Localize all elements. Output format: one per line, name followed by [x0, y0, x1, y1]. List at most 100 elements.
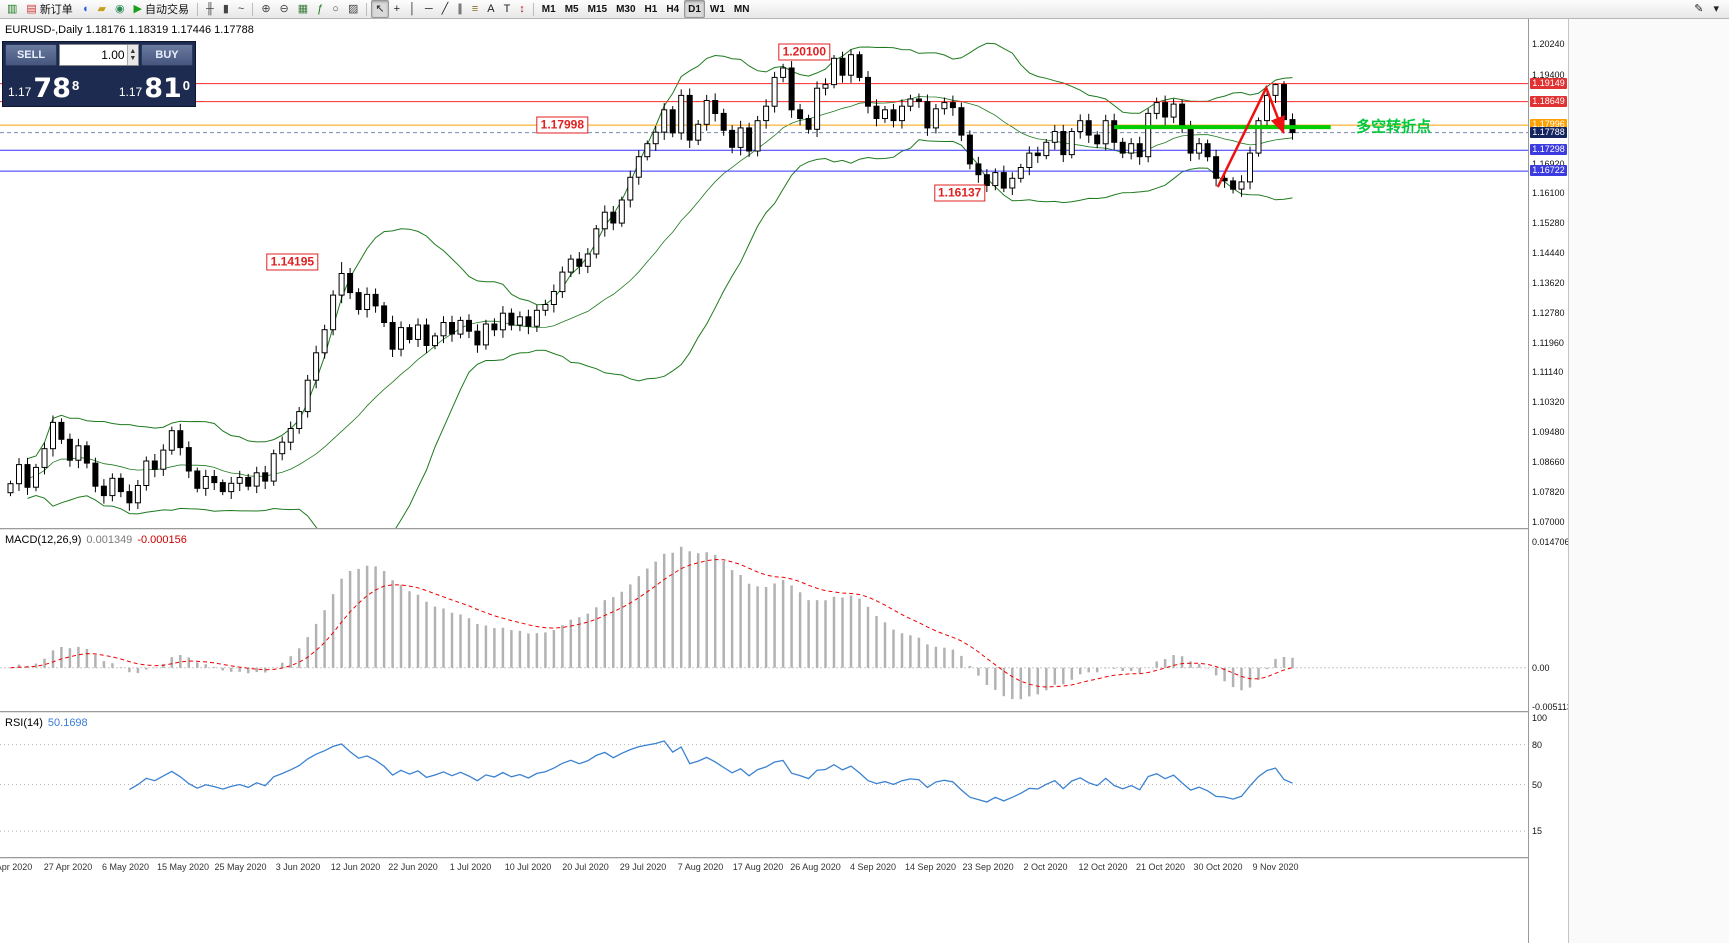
- date-label: 25 May 2020: [214, 862, 267, 872]
- toolbar-separator: [197, 2, 199, 16]
- tile-windows-icon[interactable]: ▦: [294, 0, 312, 18]
- price-scale[interactable]: 1.20240 1.19400 1.16920 1.16100 1.15280 1.144…: [1528, 19, 1568, 943]
- date-label: 29 Jul 2020: [619, 862, 667, 872]
- candlestick-chart-icon: ▮: [222, 2, 229, 15]
- date-label: 12 Jun 2020: [330, 862, 381, 872]
- date-label: 2 Oct 2020: [1023, 862, 1068, 872]
- price-label: 0.00: [1532, 662, 1550, 673]
- label-icon: T: [503, 2, 511, 15]
- volume-up-icon[interactable]: ▲: [129, 48, 137, 55]
- timeframe-m1[interactable]: M1: [538, 0, 560, 18]
- trendline-icon[interactable]: ╱: [438, 0, 453, 18]
- sell-price-big: 78: [33, 73, 71, 104]
- date-label: 3 Jun 2020: [275, 862, 321, 872]
- date-label: 23 Sep 2020: [962, 862, 1014, 872]
- date-label: 6 May 2020: [101, 862, 150, 872]
- panel-toggle-icon[interactable]: ▾: [1709, 0, 1723, 18]
- wallet-icon[interactable]: ▰: [93, 0, 109, 18]
- date-label: 7 Aug 2020: [677, 862, 724, 872]
- timeframe-w1[interactable]: W1: [706, 0, 729, 18]
- label-icon[interactable]: T: [500, 0, 515, 18]
- cursor-icon[interactable]: ↖: [371, 0, 389, 18]
- edit-icon[interactable]: ✎: [1690, 0, 1707, 18]
- autotrading-button[interactable]: ▶ 自动交易: [130, 0, 193, 18]
- timeframe-h4[interactable]: H4: [662, 0, 683, 18]
- price-label: 15: [1532, 826, 1543, 837]
- timeframe-d1[interactable]: D1: [684, 0, 705, 18]
- arrow-tools-icon[interactable]: ↕: [515, 0, 529, 18]
- volume-input[interactable]: [60, 45, 127, 65]
- volume-spinner: ▲ ▼: [126, 45, 138, 65]
- date-label: 12 Oct 2020: [1078, 862, 1128, 872]
- timeframe-m30[interactable]: M30: [612, 0, 639, 18]
- new-order-button[interactable]: ▤ 新订单: [22, 0, 76, 18]
- chart-annotation-text[interactable]: 多空转折点: [1356, 118, 1432, 136]
- fibonacci-icon[interactable]: ≡: [468, 0, 482, 18]
- channel-icon[interactable]: ∥: [453, 0, 467, 18]
- community-icon[interactable]: ◉: [111, 0, 129, 18]
- price-callout-label[interactable]: 1.16137: [933, 184, 986, 202]
- timeframe-m5[interactable]: M5: [561, 0, 583, 18]
- zoom-in-icon[interactable]: ⊕: [257, 0, 274, 18]
- pane-separator[interactable]: [0, 528, 1528, 530]
- crosshair-icon[interactable]: +: [390, 0, 404, 18]
- periods-icon[interactable]: ○: [328, 0, 343, 18]
- buy-price[interactable]: 1.17 81 0: [119, 75, 190, 102]
- autotrading-icon: ▶: [133, 2, 143, 15]
- channel-icon: ∥: [457, 2, 463, 15]
- timeframe-h1[interactable]: H1: [641, 0, 662, 18]
- date-label: 14 Sep 2020: [905, 862, 957, 872]
- price-label: 1.14440: [1532, 248, 1565, 259]
- date-axis[interactable]: 7 Apr 2020 27 Apr 2020 6 May 2020 15 May 20…: [0, 859, 1528, 877]
- rsi-chart[interactable]: [0, 713, 1528, 857]
- buy-price-pip: 0: [182, 78, 190, 93]
- candles: [7, 49, 1296, 511]
- pane-separator[interactable]: [0, 711, 1528, 713]
- chart-window[interactable]: EURUSD-,Daily 1.18176 1.18319 1.17446 1.…: [0, 19, 1568, 943]
- new-chart-icon[interactable]: ▥: [3, 0, 21, 18]
- tile-windows-icon: ▦: [297, 2, 309, 15]
- sell-price[interactable]: 1.17 78 8: [8, 75, 79, 102]
- price-badge: 1.17788: [1530, 126, 1567, 138]
- volume-down-icon[interactable]: ▼: [129, 55, 137, 62]
- buy-button[interactable]: BUY: [141, 44, 193, 66]
- macd-chart[interactable]: [0, 530, 1528, 711]
- horizontal-line-icon[interactable]: ─: [421, 0, 437, 18]
- indicators-icon[interactable]: ƒ: [313, 0, 327, 18]
- timeframe-mn[interactable]: MN: [730, 0, 754, 18]
- price-callout-label[interactable]: 1.17998: [536, 116, 589, 134]
- price-label: 1.08660: [1532, 456, 1565, 467]
- periods-icon: ○: [332, 2, 339, 15]
- panel-toggle-icon: ▾: [1713, 2, 1719, 15]
- rsi-line: [129, 740, 1293, 803]
- date-label: 4 Sep 2020: [850, 862, 897, 872]
- vertical-line-icon[interactable]: │: [405, 0, 420, 18]
- trend-arrow[interactable]: [1216, 84, 1285, 188]
- new-order-icon: ▤: [26, 2, 37, 15]
- sell-price-head: 1.17: [8, 85, 32, 99]
- templates-icon: ▨: [347, 2, 359, 15]
- pane-separator[interactable]: [0, 857, 1528, 859]
- bar-chart-icon[interactable]: ╫: [202, 0, 218, 18]
- price-callout-label[interactable]: 1.20100: [778, 43, 831, 61]
- arrow-tools-icon: ↕: [519, 2, 525, 15]
- sell-button[interactable]: SELL: [5, 44, 57, 66]
- horizontal-level-lines[interactable]: [0, 83, 1528, 172]
- horizontal-line-icon: ─: [424, 2, 433, 15]
- timeframe-label: M30: [616, 3, 636, 15]
- workspace-background: [1568, 19, 1729, 943]
- price-callout-label[interactable]: 1.14195: [266, 253, 319, 271]
- templates-icon[interactable]: ▨: [344, 0, 362, 18]
- price-chart[interactable]: [0, 19, 1528, 528]
- text-icon[interactable]: A: [483, 0, 498, 18]
- zoom-out-icon[interactable]: ⊖: [276, 0, 293, 18]
- candlestick-chart-icon[interactable]: ▮: [219, 0, 233, 18]
- timeframe-label: MN: [733, 3, 750, 15]
- timeframe-m15[interactable]: M15: [584, 0, 611, 18]
- date-label: 30 Oct 2020: [1193, 862, 1243, 872]
- toolbar-separator: [252, 2, 254, 16]
- line-chart-icon[interactable]: ~: [234, 0, 248, 18]
- headset-icon[interactable]: ◖: [78, 0, 93, 18]
- price-badge: 1.19149: [1530, 77, 1567, 89]
